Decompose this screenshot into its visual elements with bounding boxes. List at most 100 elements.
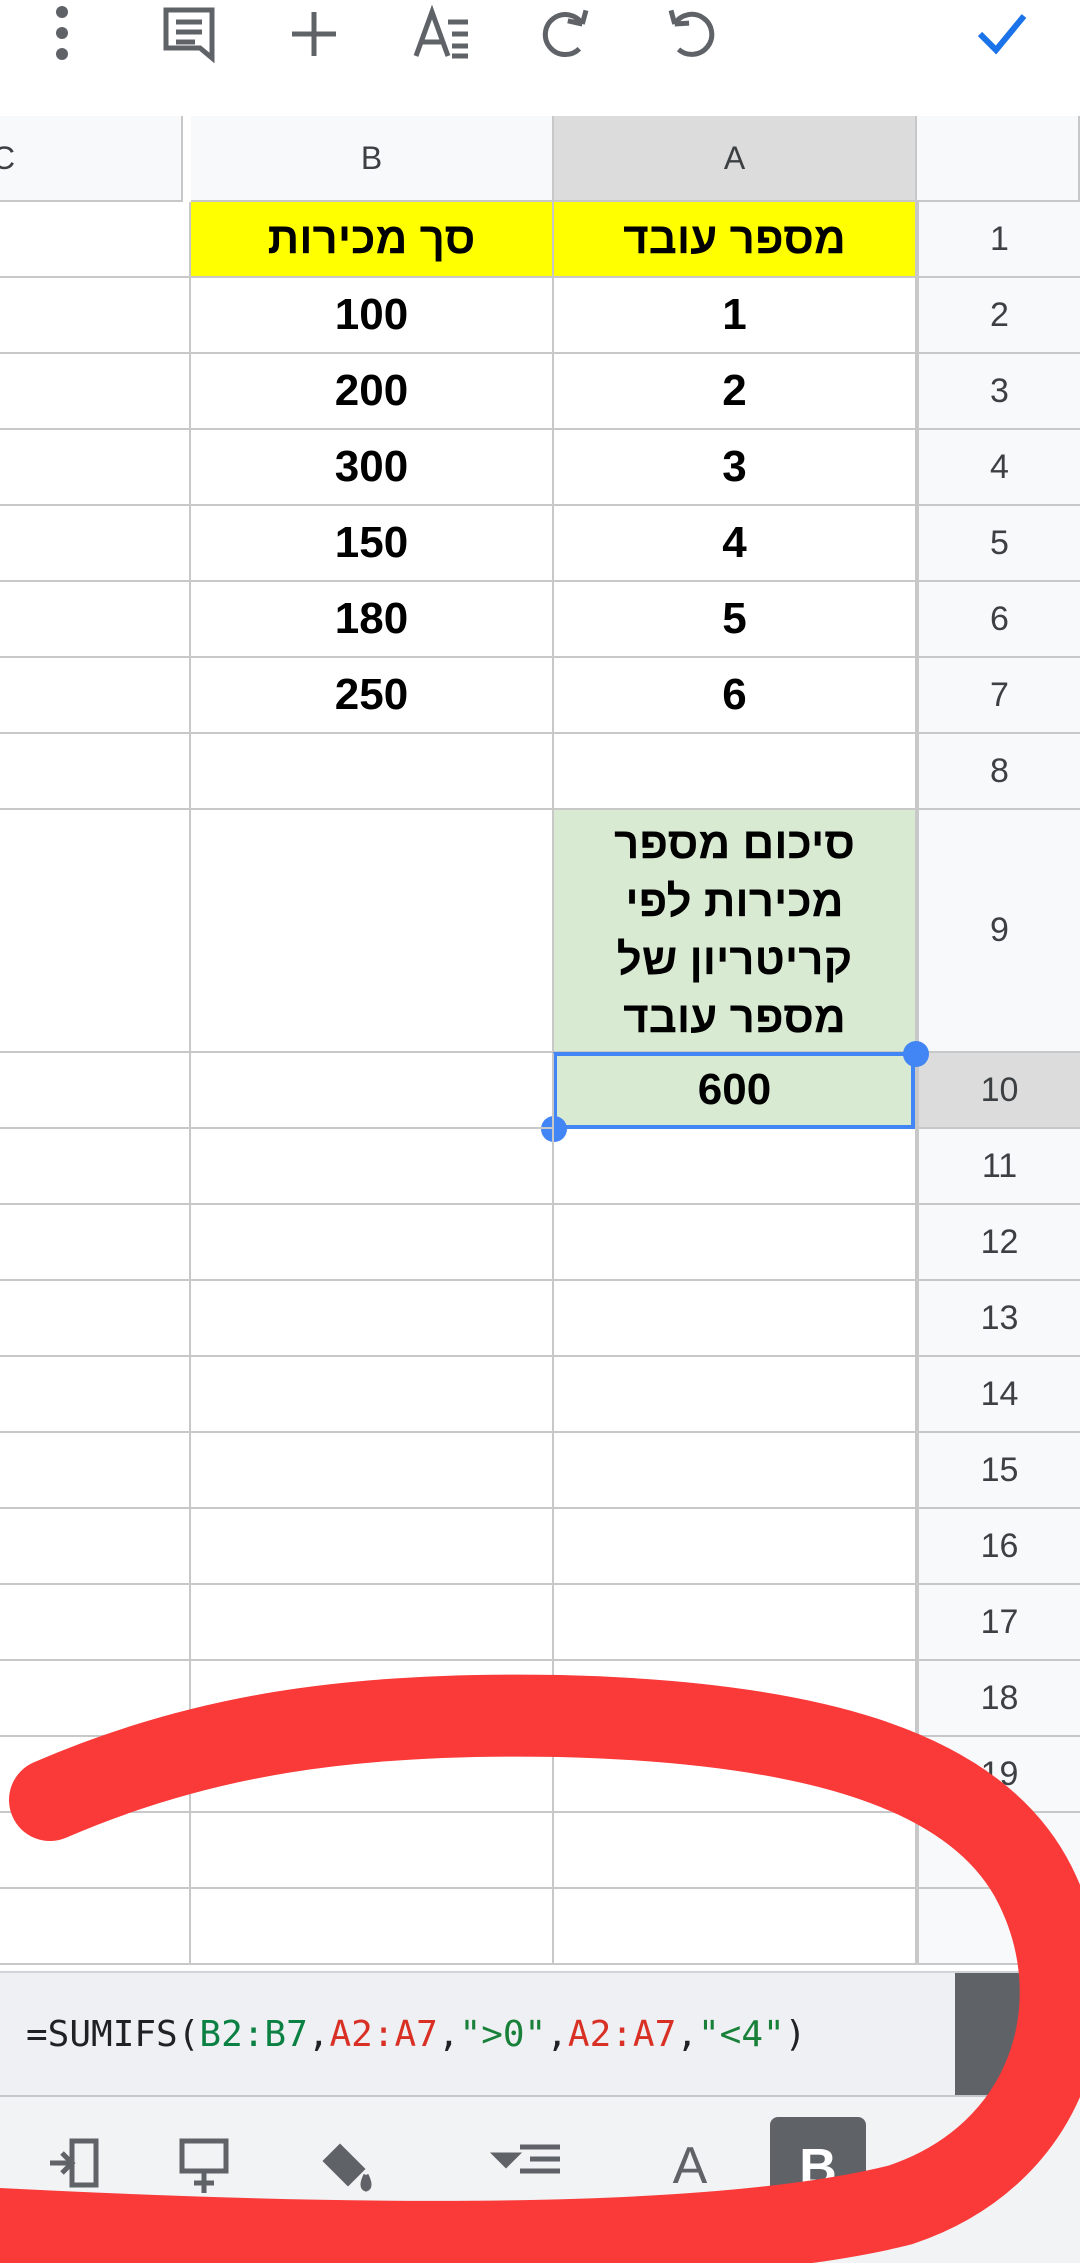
cell[interactable]: [0, 1889, 191, 1965]
cell[interactable]: [554, 1357, 917, 1433]
comment-button[interactable]: [163, 7, 215, 64]
row-header[interactable]: 8: [917, 734, 1080, 810]
selection-handle[interactable]: [541, 1116, 567, 1142]
cell[interactable]: 200: [191, 354, 554, 430]
row-header[interactable]: 14: [917, 1357, 1080, 1433]
cell[interactable]: 4: [554, 506, 917, 582]
cell[interactable]: [0, 506, 191, 582]
row-header[interactable]: 10: [917, 1053, 1080, 1129]
cell[interactable]: [191, 734, 554, 810]
cell[interactable]: [554, 1205, 917, 1281]
column-header[interactable]: A: [554, 116, 917, 202]
cell[interactable]: [0, 1129, 191, 1205]
row-header[interactable]: 1: [917, 202, 1080, 278]
cell[interactable]: 150: [191, 506, 554, 582]
row-header[interactable]: 17: [917, 1585, 1080, 1661]
cell[interactable]: [191, 1509, 554, 1585]
cell[interactable]: [554, 1509, 917, 1585]
cell[interactable]: [0, 1205, 191, 1281]
bold-button[interactable]: B: [799, 2139, 837, 2197]
column-header[interactable]: C: [0, 116, 183, 202]
cell[interactable]: [554, 1129, 917, 1205]
redo-button[interactable]: [538, 2, 601, 62]
cell[interactable]: [191, 1129, 554, 1205]
row-header[interactable]: 19: [917, 1737, 1080, 1813]
cell[interactable]: [0, 1585, 191, 1661]
cell[interactable]: 180: [191, 582, 554, 658]
cell[interactable]: [0, 430, 191, 506]
insert-row-button[interactable]: [179, 2138, 229, 2193]
confirm-button[interactable]: [977, 14, 1027, 55]
formula-bar[interactable]: =SUMIFS(B2:B7,A2:A7,">0",A2:A7,"<4"): [0, 1971, 1080, 2097]
cell[interactable]: 6: [554, 658, 917, 734]
cell[interactable]: [554, 1661, 917, 1737]
formula-side-button[interactable]: [955, 1973, 1080, 2095]
cell[interactable]: [0, 810, 191, 1053]
row-header[interactable]: 3: [917, 354, 1080, 430]
cell[interactable]: [191, 1585, 554, 1661]
cell[interactable]: [554, 734, 917, 810]
cell[interactable]: 600: [554, 1053, 917, 1129]
cell[interactable]: 250: [191, 658, 554, 734]
selection-handle[interactable]: [903, 1041, 929, 1067]
cell[interactable]: 5: [554, 582, 917, 658]
cell[interactable]: 2: [554, 354, 917, 430]
cell[interactable]: [554, 1585, 917, 1661]
cell[interactable]: [191, 1661, 554, 1737]
cell[interactable]: [0, 354, 191, 430]
cell[interactable]: [0, 1661, 191, 1737]
cell[interactable]: מספר עובד: [554, 202, 917, 278]
cell[interactable]: [554, 1737, 917, 1813]
cell[interactable]: [191, 1281, 554, 1357]
cell[interactable]: [191, 1737, 554, 1813]
row-header[interactable]: 5: [917, 506, 1080, 582]
cell[interactable]: [0, 278, 191, 354]
cell[interactable]: 3: [554, 430, 917, 506]
row-header[interactable]: 4: [917, 430, 1080, 506]
row-header[interactable]: 15: [917, 1433, 1080, 1509]
cell[interactable]: [0, 1509, 191, 1585]
text-color-button[interactable]: A: [673, 2137, 708, 2195]
more-button[interactable]: [56, 6, 68, 60]
cell[interactable]: [191, 1813, 554, 1889]
align-button[interactable]: [489, 2144, 560, 2174]
cell[interactable]: [0, 1433, 191, 1509]
cell[interactable]: [554, 1813, 917, 1889]
cell[interactable]: [554, 1281, 917, 1357]
cell[interactable]: [0, 658, 191, 734]
cell[interactable]: סיכום מספר מכירות לפי קריטריון של מספר ע…: [554, 810, 917, 1053]
row-header[interactable]: 2: [917, 278, 1080, 354]
cell[interactable]: [554, 1433, 917, 1509]
cell[interactable]: [0, 582, 191, 658]
text-format-button[interactable]: [413, 4, 468, 59]
row-header[interactable]: 7: [917, 658, 1080, 734]
cell[interactable]: [191, 1205, 554, 1281]
cell[interactable]: 1: [554, 278, 917, 354]
cell[interactable]: [191, 1357, 554, 1433]
insert-button[interactable]: [292, 12, 336, 56]
row-header[interactable]: 11: [917, 1129, 1080, 1205]
cell[interactable]: [0, 1281, 191, 1357]
cell[interactable]: [191, 1433, 554, 1509]
cell[interactable]: [191, 1053, 554, 1129]
cell[interactable]: [554, 1889, 917, 1965]
cell[interactable]: [191, 810, 554, 1053]
row-header[interactable]: 6: [917, 582, 1080, 658]
row-header[interactable]: 20: [917, 1813, 1080, 1889]
cell[interactable]: [0, 734, 191, 810]
row-header[interactable]: 9: [917, 810, 1080, 1053]
cell[interactable]: סך מכירות: [191, 202, 554, 278]
insert-column-button[interactable]: [50, 2138, 99, 2188]
cell[interactable]: [191, 1889, 554, 1965]
cell[interactable]: 100: [191, 278, 554, 354]
row-header[interactable]: 16: [917, 1509, 1080, 1585]
cell[interactable]: [0, 1737, 191, 1813]
cell[interactable]: [0, 1053, 191, 1129]
cell[interactable]: [0, 202, 191, 278]
cell[interactable]: [0, 1813, 191, 1889]
row-header[interactable]: 12: [917, 1205, 1080, 1281]
row-header[interactable]: 13: [917, 1281, 1080, 1357]
row-header[interactable]: 18: [917, 1661, 1080, 1737]
column-header[interactable]: B: [191, 116, 554, 202]
cell[interactable]: 300: [191, 430, 554, 506]
